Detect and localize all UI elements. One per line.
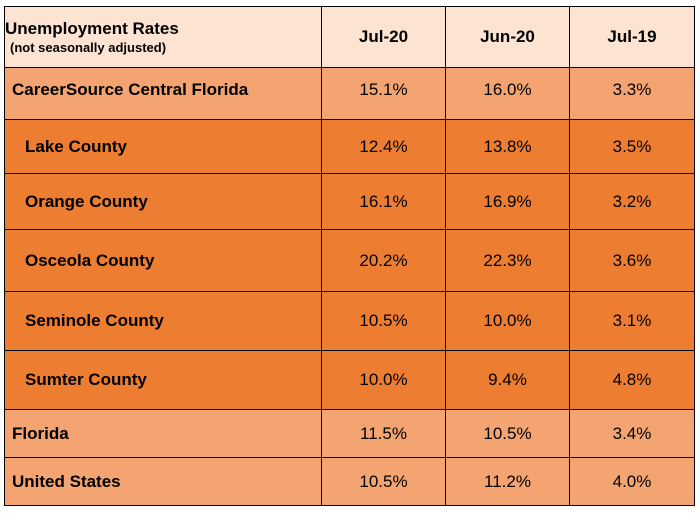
row-value-jun-20: 16.0%	[445, 67, 570, 120]
unemployment-rates-table: Unemployment Rates (not seasonally adjus…	[4, 6, 695, 506]
row-value-jun-20: 10.5%	[445, 409, 570, 458]
row-value-jun-20: 22.3%	[445, 229, 570, 292]
table-row-osceola-county: Osceola County 20.2% 22.3% 3.6%	[4, 229, 695, 292]
row-value-jul-20: 16.1%	[321, 173, 446, 230]
row-label: Orange County	[4, 173, 322, 230]
row-label: Lake County	[4, 119, 322, 174]
row-value-jun-20: 10.0%	[445, 291, 570, 351]
row-value-jul-20: 15.1%	[321, 67, 446, 120]
row-value-jul-19: 3.1%	[569, 291, 695, 351]
row-value-jul-19: 3.2%	[569, 173, 695, 230]
row-value-jul-19: 3.3%	[569, 67, 695, 120]
table-subtitle: (not seasonally adjusted)	[10, 40, 167, 55]
column-header-jul-20: Jul-20	[321, 6, 446, 68]
table-header-row: Unemployment Rates (not seasonally adjus…	[4, 6, 695, 68]
table-row-florida: Florida 11.5% 10.5% 3.4%	[4, 409, 695, 458]
row-value-jul-20: 20.2%	[321, 229, 446, 292]
value-text: 16.0%	[483, 79, 532, 99]
column-header-jun-20: Jun-20	[445, 6, 570, 68]
table-title-cell: Unemployment Rates (not seasonally adjus…	[4, 6, 322, 68]
row-value-jul-19: 3.6%	[569, 229, 695, 292]
row-value-jul-20: 12.4%	[321, 119, 446, 174]
row-value-jul-19: 3.5%	[569, 119, 695, 174]
value-text: 3.3%	[612, 79, 652, 99]
row-value-jul-19: 4.0%	[569, 457, 695, 506]
column-header-jul-19: Jul-19	[569, 6, 695, 68]
row-value-jun-20: 13.8%	[445, 119, 570, 174]
row-label: Florida	[4, 409, 322, 458]
row-value-jun-20: 16.9%	[445, 173, 570, 230]
row-label: Sumter County	[4, 350, 322, 410]
table-row-sumter-county: Sumter County 10.0% 9.4% 4.8%	[4, 350, 695, 410]
row-value-jun-20: 9.4%	[445, 350, 570, 410]
row-value-jun-20: 11.2%	[445, 457, 570, 506]
row-label: Seminole County	[4, 291, 322, 351]
table-row-careersource-central-florida: CareerSource Central Florida 15.1% 16.0%…	[4, 67, 695, 120]
row-value-jul-20: 11.5%	[321, 409, 446, 458]
row-value-jul-20: 10.5%	[321, 291, 446, 351]
row-label: United States	[4, 457, 322, 506]
value-text: 15.1%	[359, 79, 408, 99]
row-value-jul-19: 3.4%	[569, 409, 695, 458]
row-label: CareerSource Central Florida	[4, 67, 322, 120]
row-value-jul-20: 10.0%	[321, 350, 446, 410]
row-value-jul-19: 4.8%	[569, 350, 695, 410]
table-row-united-states: United States 10.5% 11.2% 4.0%	[4, 457, 695, 506]
table-title: Unemployment Rates	[5, 19, 179, 38]
row-value-jul-20: 10.5%	[321, 457, 446, 506]
row-label: Osceola County	[4, 229, 322, 292]
table-row-lake-county: Lake County 12.4% 13.8% 3.5%	[4, 119, 695, 174]
table-row-orange-county: Orange County 16.1% 16.9% 3.2%	[4, 173, 695, 230]
table-row-seminole-county: Seminole County 10.5% 10.0% 3.1%	[4, 291, 695, 351]
row-label-text: CareerSource Central Florida	[12, 79, 249, 99]
